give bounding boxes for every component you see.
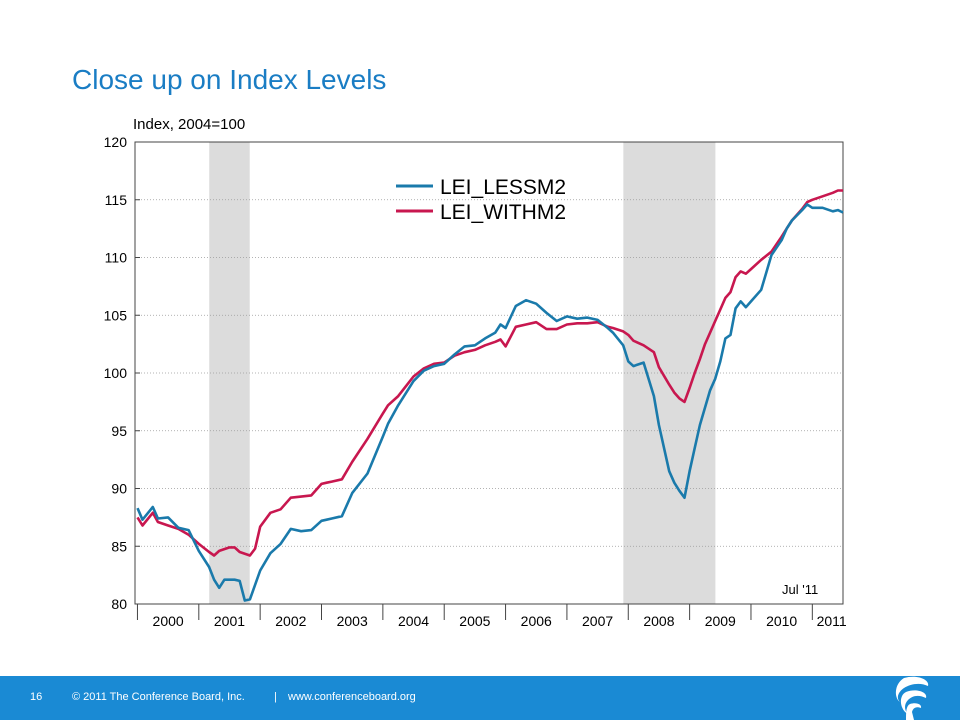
y-gridlines [135,141,843,605]
chart-legend: LEI_LESSM2 LEI_WITHM2 [396,176,566,224]
x-tick-label: 2004 [398,613,429,629]
x-tick-label: 2000 [153,613,184,629]
conference-board-torch-icon [895,676,929,720]
plot-frame [134,141,844,605]
series-line-lei-lessm2 [136,203,844,602]
legend-label-lei-lessm2: LEI_LESSM2 [440,176,566,199]
recession-band-1 [209,142,250,604]
y-tick-label: 85 [111,538,127,554]
y-tick-label: 105 [104,307,128,323]
leading-index-chart: 80 85 90 95 100 105 110 115 120 2000 2001 2002 2003… [104,134,847,629]
copyright-text: © 2011 The Conference Board, Inc. [72,691,245,703]
y-tick-label: 115 [105,192,128,208]
y-tick-label: 120 [104,134,128,150]
slide-title: Close up on Index Levels [72,64,387,95]
x-tick-label: 2011 [817,613,847,629]
x-tick-label: 2005 [459,613,490,629]
series-lines [136,189,844,602]
series-line-lei-withm2 [136,189,843,557]
x-tick-labels: 2000 2001 2002 2003 2004 2005 2006 2007 2008 2009… [136,604,847,629]
website-link[interactable]: www.conferenceboard.org [288,691,416,703]
y-tick-label: 80 [111,596,127,612]
y-tick-label: 95 [111,423,127,439]
x-tick-label: 2006 [521,613,552,629]
last-data-annotation: Jul '11 [782,582,818,597]
y-tick-label: 90 [111,481,127,497]
x-tick-label: 2008 [643,613,674,629]
x-tick-label: 2003 [337,613,368,629]
x-tick-label: 2010 [766,613,797,629]
x-tick-label: 2007 [582,613,613,629]
y-tick-label: 100 [104,365,128,381]
x-tick-label: 2001 [214,613,245,629]
y-axis-label: Index, 2004=100 [133,116,246,133]
y-tick-labels: 80 85 90 95 100 105 110 115 120 [104,134,128,612]
footer-separator: | [274,691,277,703]
y-tick-label: 110 [105,250,128,266]
legend-label-lei-withm2: LEI_WITHM2 [440,201,566,224]
x-tick-label: 2009 [705,613,736,629]
footer-bar: 16 © 2011 The Conference Board, Inc. | w… [0,676,960,720]
x-tick-label: 2002 [275,613,306,629]
page-number: 16 [30,691,43,703]
